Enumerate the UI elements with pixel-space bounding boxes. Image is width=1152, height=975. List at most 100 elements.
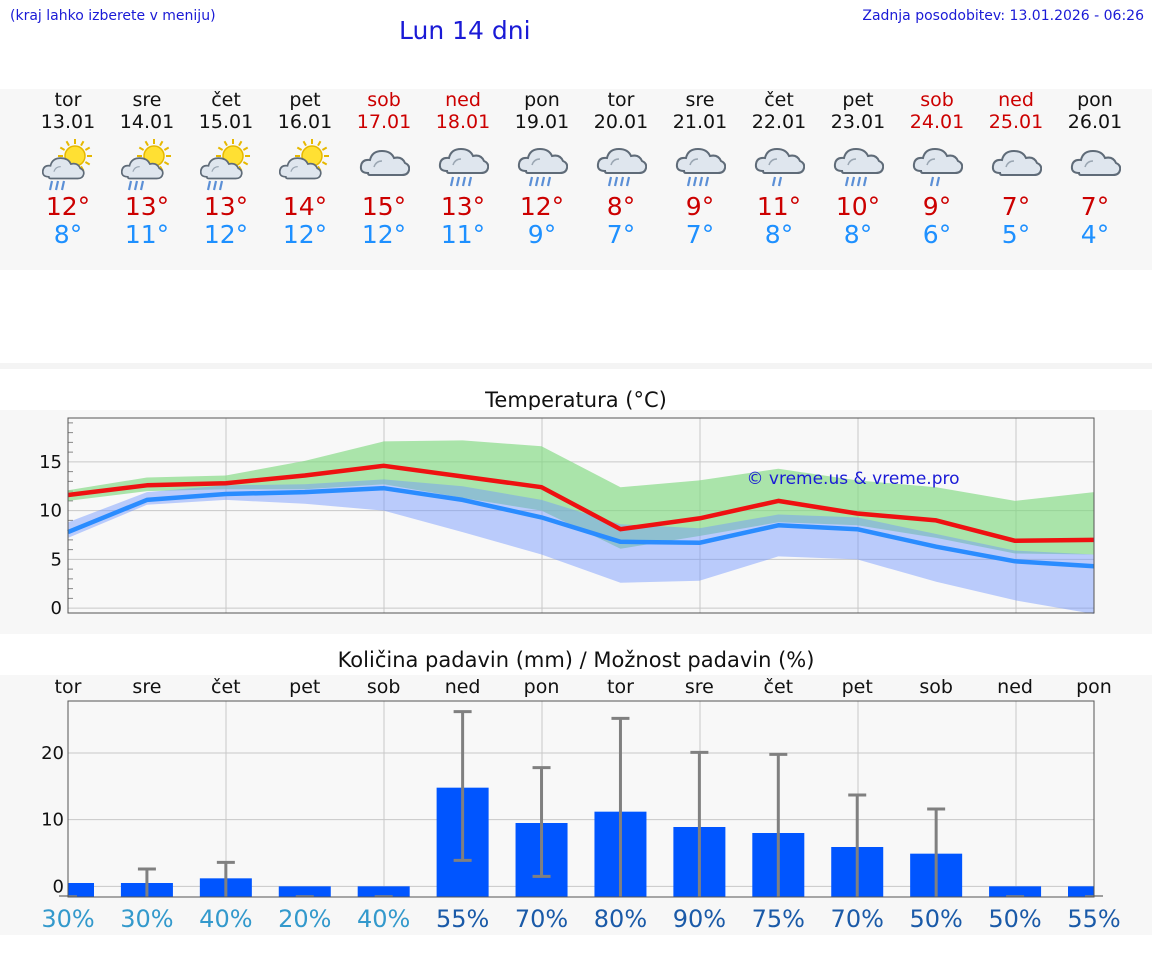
precipitation-probability: 30% xyxy=(41,905,94,933)
day-label: tor xyxy=(55,676,82,698)
min-temperature: 8° xyxy=(843,220,873,249)
rain-shape xyxy=(607,176,631,187)
precipitation-probability: 70% xyxy=(831,905,884,933)
y-tick-label: 0 xyxy=(53,876,64,897)
min-temperature: 11° xyxy=(440,220,486,249)
rain-shape xyxy=(844,176,868,187)
y-tick-label: 0 xyxy=(51,598,62,619)
day-label: čet xyxy=(764,676,794,698)
day-name: ned xyxy=(998,89,1034,111)
max-temperature: 9° xyxy=(922,192,952,221)
y-tick-label: 20 xyxy=(41,743,64,764)
day-column: ned 25.01 7° 5° xyxy=(976,89,1056,249)
cloud-shape xyxy=(675,147,726,174)
rain-shape xyxy=(127,180,145,191)
precipitation-probability: 20% xyxy=(278,905,331,933)
min-temperature-line xyxy=(67,485,1095,569)
y-tick-label: 10 xyxy=(39,501,62,522)
day-label: ned xyxy=(997,676,1033,698)
max-temperature: 14° xyxy=(282,192,328,221)
day-label: sre xyxy=(132,676,161,698)
precipitation-probability: 50% xyxy=(988,905,1041,933)
sun-cloud-rain-icon xyxy=(28,139,108,191)
max-temperature: 12° xyxy=(519,192,565,221)
max-temperature: 13° xyxy=(203,192,249,221)
min-temperature: 11° xyxy=(124,220,170,249)
precipitation-probability: 55% xyxy=(1067,905,1120,933)
day-date: 23.01 xyxy=(830,111,886,133)
min-temperature: 9° xyxy=(527,220,557,249)
page-title: Lun 14 dni xyxy=(399,16,531,45)
day-column: tor 13.01 12° 8° xyxy=(28,89,108,249)
precipitation-bar xyxy=(357,886,410,897)
min-temperature: 12° xyxy=(203,220,249,249)
min-spread-band xyxy=(68,479,1094,614)
day-date: 26.01 xyxy=(1067,111,1123,133)
min-temperature: 6° xyxy=(922,220,952,249)
day-date: 15.01 xyxy=(198,111,254,133)
day-date: 19.01 xyxy=(514,111,570,133)
precipitation-probability: 55% xyxy=(436,905,489,933)
min-temperature: 12° xyxy=(282,220,328,249)
day-column: sob 17.01 15° 12° xyxy=(344,89,424,249)
cloud-shape xyxy=(991,149,1042,176)
precipitation-probability: 50% xyxy=(909,905,962,933)
precipitation-chart-panel: tor sre čet pet sob ned pon tor sre čet pet sob ned p… xyxy=(0,675,1152,935)
max-temperature: 12° xyxy=(45,192,91,221)
precipitation-probability: 80% xyxy=(594,905,647,933)
max-temperature: 7° xyxy=(1080,192,1110,221)
y-tick-label: 5 xyxy=(51,549,62,570)
precipitation-bar xyxy=(68,883,94,897)
plot-frame xyxy=(67,700,1095,898)
sun-cloud-icon xyxy=(265,139,345,191)
rain-shape xyxy=(771,176,783,187)
day-name: sre xyxy=(685,89,715,111)
separator xyxy=(0,363,1152,369)
min-temperature: 8° xyxy=(53,220,83,249)
max-temperature: 13° xyxy=(440,192,486,221)
day-name: sre xyxy=(132,89,162,111)
cloud-heavy-rain-icon xyxy=(423,139,503,191)
day-date: 24.01 xyxy=(909,111,965,133)
precipitation-probability: 40% xyxy=(199,905,252,933)
day-label: pet xyxy=(289,676,320,698)
day-name: pet xyxy=(289,89,321,111)
y-tick-label: 15 xyxy=(39,452,62,473)
sun-cloud-rain-icon xyxy=(107,139,187,191)
day-name: tor xyxy=(607,89,635,111)
watermark: © vreme.us & vreme.pro xyxy=(746,469,959,489)
cloud-heavy-rain-icon xyxy=(660,139,740,191)
day-date: 18.01 xyxy=(435,111,491,133)
region-menu-hint[interactable]: (kraj lahko izberete v meniju) xyxy=(10,8,216,24)
min-temperature: 7° xyxy=(606,220,636,249)
rain-shape xyxy=(48,180,66,191)
day-label: pet xyxy=(842,676,873,698)
precipitation-chart: tor sre čet pet sob ned pon tor sre čet pet sob ned p… xyxy=(41,676,1121,933)
day-name: ned xyxy=(445,89,481,111)
cloud-shape xyxy=(279,157,322,180)
day-label: čet xyxy=(211,676,241,698)
day-name: čet xyxy=(211,89,241,111)
precipitation-bar xyxy=(1068,886,1094,897)
day-column: čet 22.01 11° 8° xyxy=(739,89,819,249)
cloud-heavy-rain-icon xyxy=(818,139,898,191)
temperature-chart-panel: 0 5 10 15 © vreme.us & vreme.pro xyxy=(0,410,1152,634)
cloud-rain-icon xyxy=(739,139,819,191)
rain-shape xyxy=(686,176,710,187)
min-temperature: 12° xyxy=(361,220,407,249)
sun-cloud-rain-icon xyxy=(186,139,266,191)
day-column: pon 19.01 12° 9° xyxy=(502,89,582,249)
cloud-shape xyxy=(200,157,243,180)
cloud-shape xyxy=(42,157,85,180)
day-name: pon xyxy=(524,89,560,111)
day-name: tor xyxy=(54,89,82,111)
day-label: pon xyxy=(524,676,560,698)
cloud-heavy-rain-icon xyxy=(502,139,582,191)
cloud-shape xyxy=(833,147,884,174)
day-column: sre 14.01 13° 11° xyxy=(107,89,187,249)
max-temperature: 11° xyxy=(756,192,802,221)
max-temperature-line xyxy=(67,463,1095,544)
day-date: 14.01 xyxy=(119,111,175,133)
precipitation-bar xyxy=(989,886,1042,897)
day-date: 21.01 xyxy=(672,111,728,133)
